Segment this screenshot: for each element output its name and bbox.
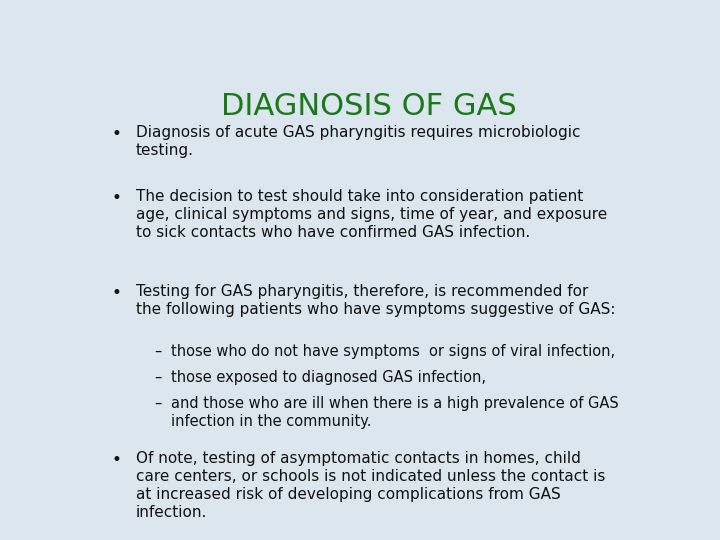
Text: –: – (154, 396, 161, 411)
Text: •: • (111, 451, 121, 469)
Text: The decision to test should take into consideration patient
age, clinical sympto: The decision to test should take into co… (136, 189, 607, 240)
Text: Diagnosis of acute GAS pharyngitis requires microbiologic
testing.: Diagnosis of acute GAS pharyngitis requi… (136, 125, 580, 158)
Text: •: • (111, 125, 121, 143)
Text: –: – (154, 370, 161, 385)
Text: Testing for GAS pharyngitis, therefore, is recommended for
the following patient: Testing for GAS pharyngitis, therefore, … (136, 284, 616, 316)
Text: those exposed to diagnosed GAS infection,: those exposed to diagnosed GAS infection… (171, 370, 486, 385)
Text: DIAGNOSIS OF GAS: DIAGNOSIS OF GAS (221, 92, 517, 121)
Text: •: • (111, 189, 121, 207)
Text: –: – (154, 344, 161, 359)
Text: •: • (111, 284, 121, 301)
Text: those who do not have symptoms  or signs of viral infection,: those who do not have symptoms or signs … (171, 344, 615, 359)
Text: Of note, testing of asymptomatic contacts in homes, child
care centers, or schoo: Of note, testing of asymptomatic contact… (136, 451, 605, 519)
Text: and those who are ill when there is a high prevalence of GAS
infection in the co: and those who are ill when there is a hi… (171, 396, 618, 429)
